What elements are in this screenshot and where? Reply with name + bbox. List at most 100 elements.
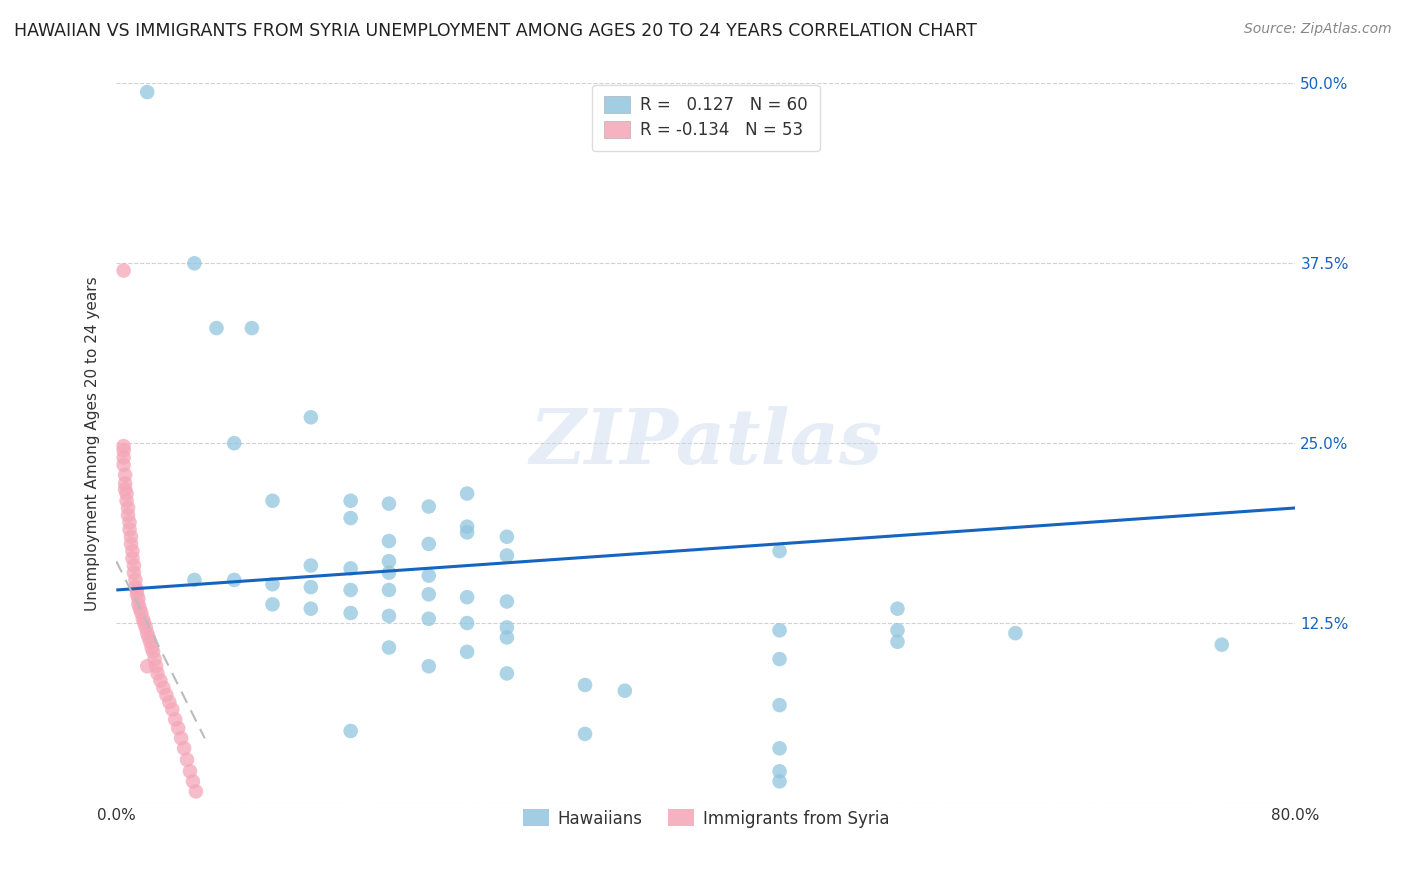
Point [120,537,142,551]
Point [886,634,908,648]
Point [456,645,478,659]
Point [121,551,143,566]
Point [339,724,361,739]
Point [456,519,478,533]
Point [136,626,159,640]
Point [120,530,142,544]
Point [127,591,149,606]
Point [118,516,141,530]
Point [262,493,284,508]
Point [165,713,187,727]
Point [155,688,177,702]
Point [886,624,908,638]
Point [138,631,160,645]
Point [768,741,790,756]
Text: ZIPatlas: ZIPatlas [529,406,883,480]
Point [143,652,166,666]
Point [339,606,361,620]
Point [167,721,190,735]
Point [135,620,157,634]
Point [496,631,519,645]
Point [127,598,149,612]
Point [418,587,440,601]
Point [378,497,401,511]
Point [456,590,478,604]
Point [152,681,174,695]
Point [1004,626,1026,640]
Point [496,549,519,563]
Point [768,652,790,666]
Point [339,561,361,575]
Point [456,525,478,540]
Point [768,544,790,558]
Y-axis label: Unemployment Among Ages 20 to 24 years: Unemployment Among Ages 20 to 24 years [86,276,100,610]
Point [125,587,148,601]
Point [339,511,361,525]
Point [112,439,135,453]
Point [496,530,519,544]
Point [122,566,145,580]
Point [122,558,145,573]
Point [418,568,440,582]
Point [141,640,163,655]
Point [339,493,361,508]
Point [162,702,184,716]
Point [115,486,138,500]
Point [132,612,155,626]
Point [173,741,195,756]
Point [114,467,136,482]
Point [262,577,284,591]
Point [139,634,162,648]
Point [183,256,205,270]
Point [124,573,146,587]
Point [299,580,322,594]
Point [1211,638,1233,652]
Point [146,666,169,681]
Point [115,493,138,508]
Point [124,580,146,594]
Point [240,321,263,335]
Point [117,508,139,523]
Point [496,666,519,681]
Point [456,486,478,500]
Point [157,695,180,709]
Text: Source: ZipAtlas.com: Source: ZipAtlas.com [1244,22,1392,37]
Point [112,443,135,458]
Point [205,321,228,335]
Point [184,784,207,798]
Point [125,582,148,597]
Point [613,683,636,698]
Point [378,608,401,623]
Point [299,410,322,425]
Point [496,620,519,634]
Point [418,612,440,626]
Point [114,476,136,491]
Point [768,764,790,779]
Point [339,582,361,597]
Point [224,573,246,587]
Point [262,598,284,612]
Point [768,698,790,712]
Point [574,678,596,692]
Point [496,594,519,608]
Point [170,731,193,746]
Point [134,616,156,631]
Point [114,482,136,496]
Point [768,774,790,789]
Point [299,601,322,615]
Point [179,764,201,779]
Point [299,558,322,573]
Point [768,624,790,638]
Point [117,500,139,515]
Point [142,645,165,659]
Point [112,450,135,465]
Point [886,601,908,615]
Point [418,659,440,673]
Point [131,606,153,620]
Point [574,727,596,741]
Point [183,573,205,587]
Point [118,523,141,537]
Point [121,544,143,558]
Point [378,534,401,549]
Point [112,458,135,472]
